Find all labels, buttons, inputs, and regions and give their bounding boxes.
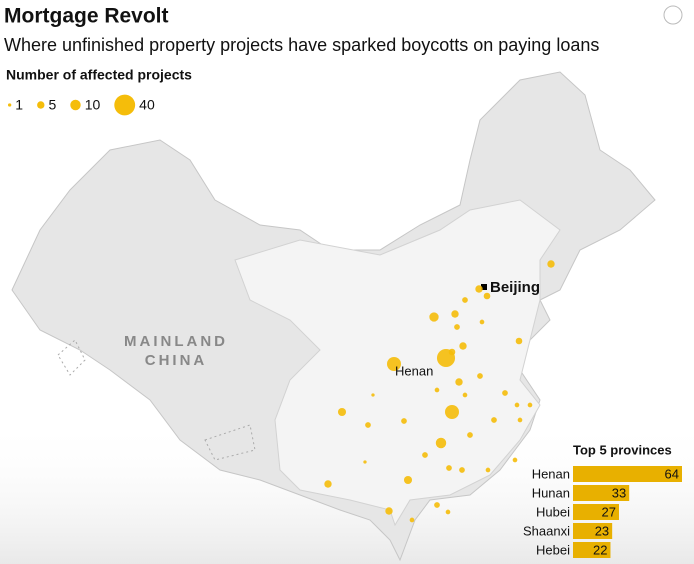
bubble xyxy=(386,356,402,372)
bar xyxy=(573,542,611,558)
bubble xyxy=(455,378,463,386)
title: Mortgage Revolt xyxy=(4,5,169,28)
bubble xyxy=(371,393,375,397)
region-label: CHINA xyxy=(145,352,208,369)
bubble xyxy=(385,507,393,515)
bubble xyxy=(365,422,371,428)
province-label: Henan xyxy=(395,363,433,378)
bubble xyxy=(514,402,520,408)
bubble xyxy=(446,465,452,471)
bubble xyxy=(445,509,451,515)
bubble xyxy=(467,432,473,438)
bubble xyxy=(363,460,367,464)
bubble xyxy=(454,324,460,330)
bubble xyxy=(448,348,456,356)
bubble xyxy=(462,392,468,398)
bubble xyxy=(324,480,332,488)
bubble xyxy=(491,417,497,423)
legend-bubble xyxy=(114,94,136,116)
bubble xyxy=(444,404,460,420)
bar-category: Henan xyxy=(532,466,570,481)
bubble xyxy=(434,502,440,508)
subtitle: Where unfinished property projects have … xyxy=(4,35,599,55)
bubble xyxy=(515,337,523,345)
bubble xyxy=(479,319,485,325)
bubble xyxy=(483,292,491,300)
legend-label: 40 xyxy=(139,97,155,113)
bar-category: Hunan xyxy=(532,485,570,500)
bubble xyxy=(459,342,467,350)
region-label: MAINLAND xyxy=(124,333,228,350)
bubble xyxy=(477,373,483,379)
legend-label: 1 xyxy=(15,97,23,113)
bar xyxy=(573,504,619,520)
legend-bubble xyxy=(7,103,12,107)
bubble xyxy=(401,418,407,424)
chart-title: Top 5 provinces xyxy=(573,442,672,457)
bubble xyxy=(422,452,428,458)
legend-title: Number of affected projects xyxy=(6,67,192,83)
bar-value: 27 xyxy=(602,504,616,519)
city-label: Beijing xyxy=(490,279,540,296)
bar-category: Hubei xyxy=(536,504,570,519)
bubble xyxy=(462,297,468,303)
bubble xyxy=(527,402,533,408)
legend-label: 5 xyxy=(48,97,56,113)
legend-label: 10 xyxy=(85,97,101,113)
bar xyxy=(573,485,630,501)
bubble xyxy=(459,467,465,473)
bubble xyxy=(547,260,555,268)
bar-value: 22 xyxy=(593,542,607,557)
bar-value: 64 xyxy=(665,466,679,481)
bubble xyxy=(403,475,413,485)
bubble xyxy=(409,517,415,523)
bubble xyxy=(512,457,518,463)
legend-bubble xyxy=(70,99,81,111)
bar-category: Hebei xyxy=(536,542,570,557)
bar-category: Shaanxi xyxy=(523,523,570,538)
bubble xyxy=(435,437,447,449)
bubble xyxy=(434,387,440,393)
bar-value: 23 xyxy=(595,523,609,538)
bubble xyxy=(429,312,439,322)
bar xyxy=(573,523,613,539)
bubble xyxy=(451,310,459,318)
bubble-layer xyxy=(324,260,555,523)
info-icon[interactable] xyxy=(663,5,683,25)
bubble xyxy=(502,390,508,396)
bubble xyxy=(485,467,491,473)
bubble xyxy=(517,417,523,423)
bubble xyxy=(337,407,347,417)
bubble xyxy=(475,285,483,293)
bar xyxy=(573,466,682,482)
bar-value: 33 xyxy=(612,485,626,500)
legend-bubble xyxy=(37,101,45,109)
